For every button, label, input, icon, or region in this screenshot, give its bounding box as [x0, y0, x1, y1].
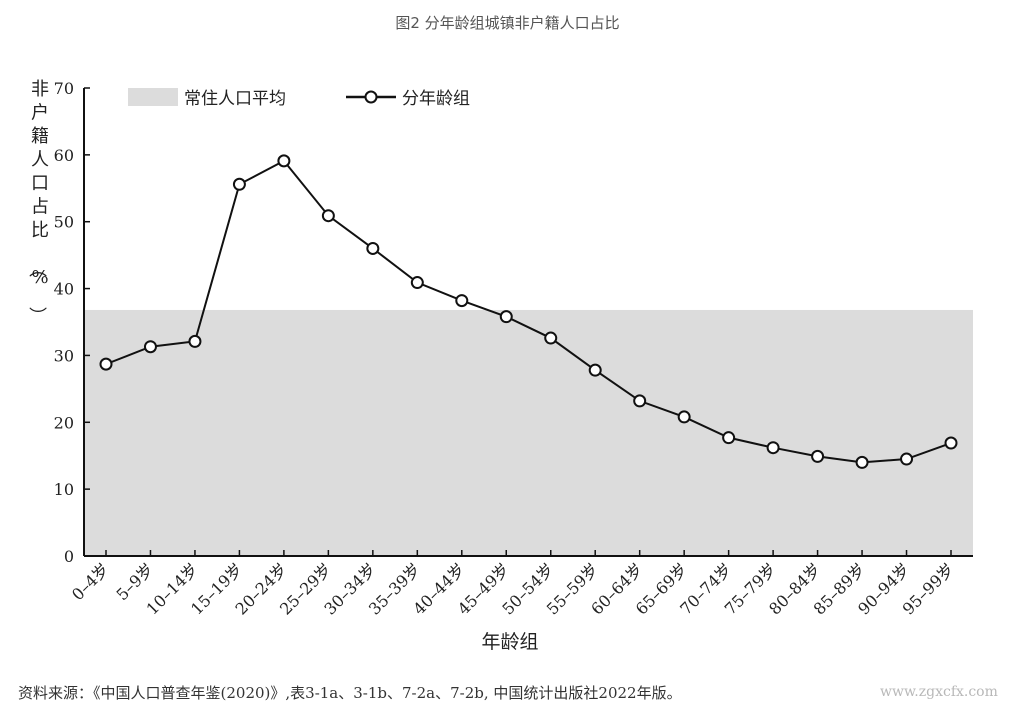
y-axis-label: 非户籍人口占比（%）: [26, 79, 49, 325]
data-point: [99, 357, 113, 371]
data-point: [677, 410, 691, 424]
series-line: [105, 159, 952, 464]
data-point: [722, 431, 736, 445]
data-point: [811, 449, 825, 463]
data-point: [455, 294, 469, 308]
data-point: [366, 241, 380, 255]
y-tick-label: 40: [54, 280, 74, 299]
x-tick-label: 0–4岁: [68, 559, 113, 604]
data-point: [188, 334, 202, 348]
legend: 常住人口平均 分年龄组: [128, 88, 470, 109]
y-tick-label: 60: [54, 146, 74, 165]
y-tick-label: 30: [54, 346, 74, 365]
data-point: [277, 154, 291, 168]
series-points: [99, 154, 958, 469]
data-point: [499, 310, 513, 324]
legend-average-swatch: [128, 88, 178, 106]
data-point: [766, 441, 780, 455]
y-tick-label: 10: [54, 480, 74, 499]
average-band: [84, 309, 973, 556]
y-tick-label: 70: [54, 79, 74, 98]
data-point: [410, 276, 424, 290]
chart-title: 图2 分年龄组城镇非户籍人口占比: [395, 14, 620, 32]
data-point: [232, 177, 246, 191]
y-tick-label: 0: [64, 547, 74, 566]
y-axis-label-text: 非户籍人口占比（%）: [26, 79, 49, 325]
y-tick-label: 20: [54, 413, 74, 432]
data-point: [143, 340, 157, 354]
data-point: [900, 452, 914, 466]
legend-average-label: 常住人口平均: [184, 89, 286, 109]
legend-series-label: 分年龄组: [402, 89, 470, 109]
data-point: [855, 455, 869, 469]
data-point: [588, 363, 602, 377]
axes: [83, 88, 973, 557]
legend-series-marker: [364, 90, 378, 104]
x-ticks: 0–4岁 5–9岁10–14岁15–19岁20–24岁25–29岁30–34岁35…: [68, 550, 958, 619]
data-point: [633, 394, 647, 408]
y-tick-label: 50: [54, 213, 74, 232]
data-point: [544, 331, 558, 345]
data-point: [944, 436, 958, 450]
source-note: 资料来源：《中国人口普查年鉴(2020)》,表3-1a、3-1b、7-2a、7-…: [18, 684, 682, 702]
watermark: www.zgxcfx.com: [880, 684, 998, 700]
data-point: [321, 209, 335, 223]
y-ticks: 0 10 20 30 40 50 60 70: [54, 79, 90, 566]
x-axis-label: 年龄组: [481, 631, 538, 653]
